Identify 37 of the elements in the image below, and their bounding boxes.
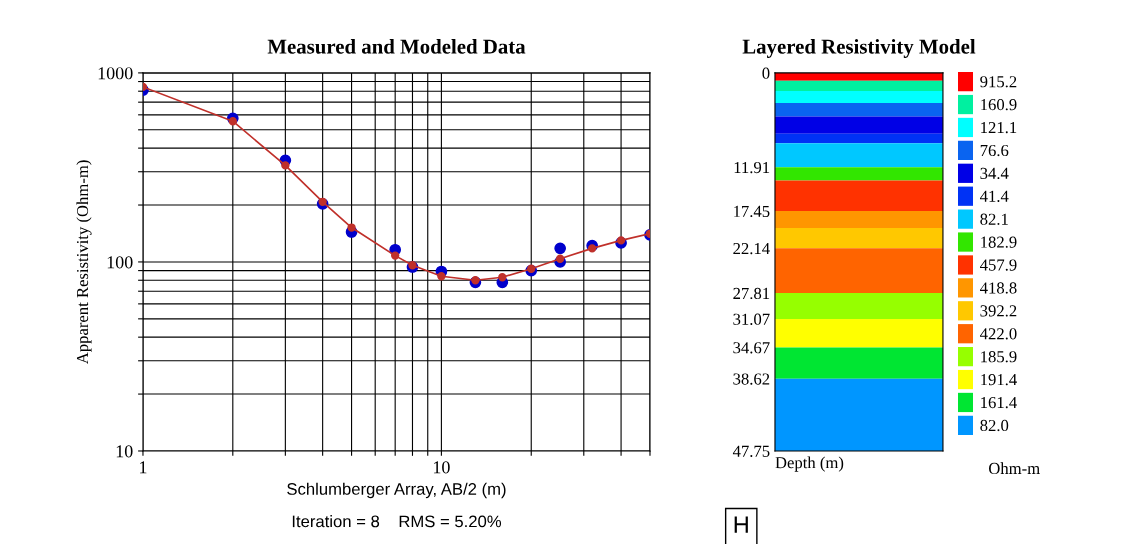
y-tick-label: 22.14 xyxy=(733,242,770,255)
x-tick-label: 1 xyxy=(140,461,147,474)
legend-label: 160.9 xyxy=(981,99,1017,111)
text: Iteration = 8 RMS = 5.20% xyxy=(292,515,502,528)
chart-title: Measured and Modeled Data xyxy=(267,39,526,54)
y-tick-label: 1000 xyxy=(98,67,133,80)
y-tick-label: 31.07 xyxy=(733,313,770,325)
legend-label: 41.4 xyxy=(980,190,1009,202)
legend-label: 82.0 xyxy=(980,419,1009,432)
legend-label: 191.4 xyxy=(981,374,1017,386)
text: H xyxy=(734,516,748,533)
legend-label: 34.4 xyxy=(980,167,1009,180)
legend-label: 76.6 xyxy=(980,144,1009,157)
legend-title: Ohm-m xyxy=(989,462,1040,475)
legend-label: 121.1 xyxy=(981,121,1017,134)
legend-label: 392.2 xyxy=(980,305,1017,317)
legend-label: 182.9 xyxy=(981,236,1017,248)
y-tick-label: 11.91 xyxy=(734,161,770,174)
legend-label: 915.2 xyxy=(980,76,1017,88)
y-tick-label: 47.75 xyxy=(732,445,770,457)
y-tick-label: 0 xyxy=(762,67,770,79)
legend-label: 457.9 xyxy=(980,259,1017,271)
chart-title: Layered Resistivity Model xyxy=(742,39,976,58)
legend-label: 161.4 xyxy=(981,396,1017,409)
legend-label: 185.9 xyxy=(981,351,1017,363)
y-tick-label: 100 xyxy=(107,256,133,269)
y-tick-label: 38.62 xyxy=(733,373,770,385)
y-tick-label: 34.67 xyxy=(733,342,770,354)
x-axis-title: Schlumberger Array, AB/2 (m) xyxy=(287,482,506,499)
legend-label: 422.0 xyxy=(980,328,1017,340)
y-tick-label: 10 xyxy=(116,445,133,458)
y-tick-label: 17.45 xyxy=(734,205,770,218)
legend-label: 418.8 xyxy=(980,282,1017,294)
legend-label: 82.1 xyxy=(980,213,1008,225)
y-tick-label: 27.81 xyxy=(733,287,770,300)
x-axis-title: Depth (m) xyxy=(775,456,844,472)
y-axis-title: Apparent Resistivity (Ohm-m) xyxy=(76,160,92,365)
